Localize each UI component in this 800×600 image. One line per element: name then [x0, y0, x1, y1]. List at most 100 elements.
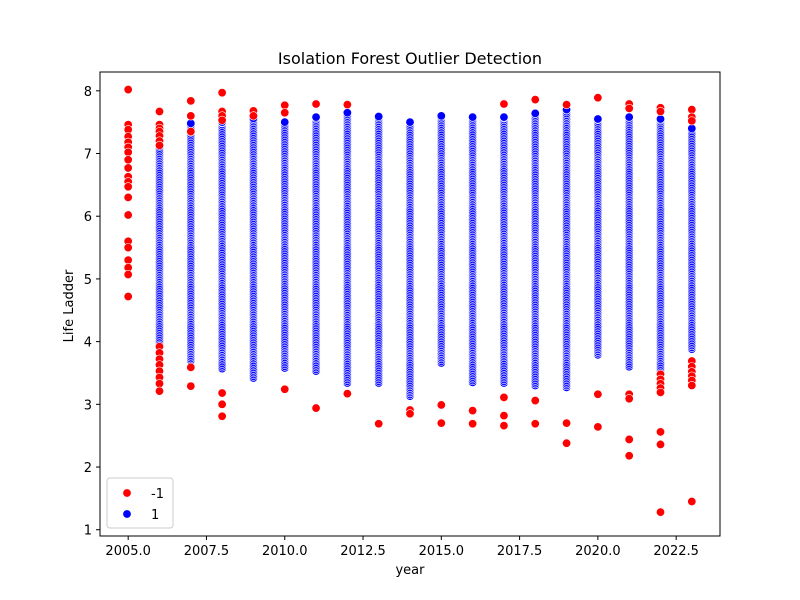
- outlier-point: [687, 497, 697, 507]
- outlier-point: [311, 403, 321, 413]
- inlier-point: [656, 114, 666, 124]
- inlier-point: [342, 108, 352, 118]
- inlier-point: [593, 114, 603, 124]
- x-tick-label: 2007.5: [184, 544, 230, 559]
- outlier-point: [593, 93, 603, 103]
- outlier-point: [656, 387, 666, 397]
- outlier-point: [154, 140, 164, 150]
- outlier-point: [562, 100, 572, 110]
- legend-marker: [122, 509, 132, 519]
- x-tick-label: 2010.0: [262, 544, 308, 559]
- outlier-point: [593, 422, 603, 432]
- outlier-point: [468, 406, 478, 416]
- outlier-point: [342, 100, 352, 110]
- outlier-point: [436, 418, 446, 428]
- outlier-point: [656, 507, 666, 517]
- outlier-point: [123, 85, 133, 95]
- outlier-point: [123, 210, 133, 220]
- outlier-point: [436, 400, 446, 410]
- legend: -11: [106, 477, 174, 529]
- outlier-point: [217, 88, 227, 98]
- outlier-point: [123, 182, 133, 192]
- outlier-point: [123, 255, 133, 265]
- outlier-point: [499, 99, 509, 109]
- inlier-point: [624, 112, 634, 122]
- chart-title: Isolation Forest Outlier Detection: [278, 49, 542, 68]
- outlier-point: [468, 419, 478, 429]
- inlier-point: [186, 118, 196, 128]
- x-axis-label: year: [395, 563, 425, 578]
- legend-box: [106, 477, 174, 529]
- y-tick-label: 3: [84, 398, 92, 413]
- outlier-point: [217, 399, 227, 409]
- outlier-point: [280, 108, 290, 118]
- y-axis-label: Life Ladder: [62, 269, 77, 342]
- plot-frame: [99, 71, 721, 537]
- x-tick-label: 2020.0: [575, 544, 621, 559]
- outlier-point: [123, 147, 133, 157]
- outlier-point: [154, 386, 164, 396]
- outlier-point: [499, 411, 509, 421]
- inlier-point: [280, 117, 290, 127]
- x-axis: 2005.0 2007.5 2010.0 2012.5 2015.0 2017.5 2020…: [105, 536, 699, 559]
- legend-label: 1: [151, 508, 159, 523]
- outlier-point: [687, 381, 697, 391]
- outlier-point: [217, 411, 227, 421]
- outlier-point: [123, 192, 133, 202]
- y-tick-label: 8: [84, 85, 92, 100]
- inlier-point: [436, 111, 446, 121]
- outlier-point: [499, 421, 509, 431]
- outlier-point: [624, 451, 634, 461]
- outlier-point: [530, 419, 540, 429]
- outlier-point: [217, 388, 227, 398]
- outlier-point: [562, 438, 572, 448]
- outlier-point: [624, 434, 634, 444]
- outlier-point: [374, 419, 384, 429]
- inlier-point: [687, 123, 697, 133]
- outlier-point: [499, 392, 509, 402]
- y-tick-label: 6: [84, 210, 92, 225]
- outlier-point: [624, 394, 634, 404]
- outlier-point: [123, 163, 133, 173]
- outlier-point: [656, 439, 666, 449]
- points-layer: [123, 85, 697, 517]
- legend-label: -1: [151, 487, 164, 502]
- inlier-point: [311, 112, 321, 122]
- outlier-point: [123, 270, 133, 280]
- y-tick-label: 5: [84, 273, 92, 288]
- inlier-point: [405, 117, 415, 127]
- outlier-point: [687, 116, 697, 126]
- legend-marker: [122, 488, 132, 498]
- x-tick-label: 2022.5: [653, 544, 699, 559]
- outlier-point: [123, 243, 133, 253]
- y-tick-label: 4: [84, 336, 92, 351]
- outlier-point: [311, 99, 321, 109]
- x-tick-label: 2005.0: [105, 544, 151, 559]
- outlier-point: [248, 111, 258, 121]
- outlier-point: [186, 381, 196, 391]
- outlier-point: [186, 111, 196, 121]
- y-tick-label: 1: [84, 524, 92, 539]
- outlier-point: [280, 384, 290, 394]
- outlier-point: [593, 389, 603, 399]
- inlier-point: [468, 112, 478, 122]
- outlier-point: [405, 409, 415, 419]
- y-tick-label: 7: [84, 148, 92, 163]
- outlier-point: [154, 107, 164, 117]
- x-tick-label: 2017.5: [497, 544, 543, 559]
- outlier-point: [687, 105, 697, 115]
- plot-area: [99, 71, 721, 537]
- outlier-point: [624, 103, 634, 113]
- outlier-point: [123, 291, 133, 301]
- inlier-point: [374, 112, 384, 122]
- outlier-point: [562, 418, 572, 428]
- x-tick-label: 2012.5: [340, 544, 386, 559]
- inlier-point: [530, 108, 540, 118]
- outlier-point: [217, 115, 227, 125]
- outlier-point: [656, 107, 666, 117]
- inlier-point: [499, 112, 509, 122]
- outlier-point: [123, 155, 133, 165]
- y-axis: 1 2 3 4 5 6 7 8: [84, 85, 100, 539]
- outlier-point: [342, 389, 352, 399]
